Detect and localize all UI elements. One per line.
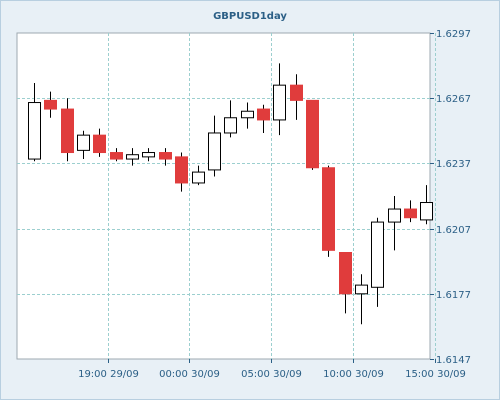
candle	[224, 100, 237, 138]
bull-candle-body	[388, 208, 401, 223]
plot-area	[16, 32, 431, 360]
bull-candle-body	[273, 84, 286, 121]
candle	[77, 130, 90, 160]
y-tick-label: 1.6237	[436, 159, 471, 170]
bull-candle-body	[371, 221, 384, 288]
x-tick-label: 05:00 30/09	[241, 369, 302, 380]
bear-candle-body	[175, 156, 188, 184]
bull-candle-body	[77, 134, 90, 151]
x-tick-label: 00:00 30/09	[159, 369, 220, 380]
candle	[44, 91, 57, 118]
candles	[28, 63, 433, 325]
chart-title: GBPUSD1day	[213, 11, 287, 22]
candle	[159, 148, 172, 166]
candle	[142, 148, 155, 162]
candle	[110, 148, 123, 162]
axis: 1.6297 1.6267 1.6237 1.6207 1.6177 1.6147 19:0…	[78, 29, 471, 380]
bull-candle-body	[224, 117, 237, 134]
bear-candle-body	[322, 167, 335, 251]
candle	[371, 217, 384, 307]
candle	[257, 104, 270, 133]
bear-candle-body	[93, 134, 106, 154]
bear-candle-body	[339, 252, 352, 295]
bull-candle-body	[192, 171, 205, 184]
grid-lines	[17, 33, 436, 359]
candle	[208, 115, 221, 177]
candle	[273, 63, 286, 136]
y-tick-label: 1.6177	[436, 290, 471, 301]
bull-candle-body	[355, 284, 368, 295]
bull-candle-body	[208, 132, 221, 171]
bear-candle-body	[110, 152, 123, 160]
bear-candle-body	[306, 99, 319, 169]
bull-candle-body	[142, 152, 155, 158]
bear-candle-body	[159, 152, 172, 160]
x-tick-label: 10:00 30/09	[323, 369, 384, 380]
bear-candle-body	[44, 99, 57, 110]
bull-candle-body	[126, 154, 139, 160]
bear-candle-body	[404, 208, 417, 219]
candle	[306, 99, 319, 170]
bear-candle-body	[257, 108, 270, 121]
candle	[388, 196, 401, 251]
candle	[192, 165, 205, 186]
bull-candle-body	[241, 110, 254, 119]
y-tick-label: 1.6267	[436, 94, 471, 105]
candle	[241, 102, 254, 129]
candle	[28, 82, 41, 162]
candle	[61, 98, 74, 162]
x-tick-label: 15:00 30/09	[405, 369, 466, 380]
x-tick-label: 19:00 29/09	[78, 369, 139, 380]
candle	[339, 252, 352, 314]
y-tick-label: 1.6207	[436, 225, 471, 236]
candle	[93, 128, 106, 157]
bull-candle-body	[420, 202, 433, 221]
candle	[322, 165, 335, 257]
candle	[126, 148, 139, 166]
bear-candle-body	[290, 84, 303, 101]
bull-candle-body	[28, 102, 41, 160]
candle	[420, 185, 433, 225]
candle	[355, 274, 368, 325]
candle	[404, 200, 417, 223]
y-tick-label: 1.6147	[436, 355, 471, 366]
candle	[175, 152, 188, 192]
bear-candle-body	[61, 108, 74, 154]
candle	[290, 74, 303, 120]
y-tick-label: 1.6297	[436, 29, 471, 40]
